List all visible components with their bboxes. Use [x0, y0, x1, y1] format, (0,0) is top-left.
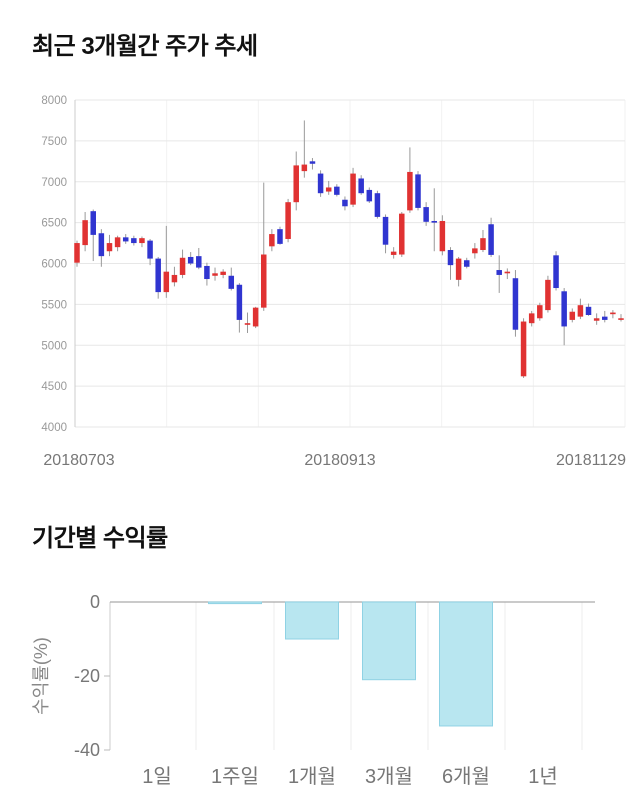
svg-text:0: 0	[90, 592, 100, 612]
svg-text:7500: 7500	[41, 136, 67, 148]
svg-text:6000: 6000	[41, 259, 67, 271]
svg-text:8000: 8000	[41, 95, 67, 107]
svg-text:3개월: 3개월	[365, 765, 413, 788]
svg-text:4000: 4000	[41, 422, 67, 434]
candlestick-chart: 8000 7500 7000 6500 6000 5500 5000 4500 4000 2018…	[41, 95, 626, 469]
svg-text:20180703: 20180703	[43, 452, 114, 469]
svg-text:수익률(%): 수익률(%)	[31, 637, 51, 715]
svg-text:20180913: 20180913	[304, 452, 375, 469]
svg-text:7000: 7000	[41, 177, 67, 189]
svg-text:1년: 1년	[528, 765, 558, 788]
svg-text:5500: 5500	[41, 299, 67, 311]
svg-text:1일: 1일	[142, 765, 172, 788]
candle-chart-title: 최근 3개월간 주가 추세	[32, 33, 258, 60]
svg-text:4500: 4500	[41, 381, 67, 393]
bar-chart-title: 기간별 수익률	[32, 525, 168, 552]
svg-text:6500: 6500	[41, 218, 67, 230]
svg-text:1주일: 1주일	[211, 765, 259, 788]
svg-text:20181129: 20181129	[556, 452, 626, 469]
svg-text:-20: -20	[74, 666, 100, 686]
period-return-bar-chart: 0 -20 -40 1일 1주일 1개월 3개월 6개월 1년 수익률(%)	[31, 592, 595, 788]
svg-text:5000: 5000	[41, 340, 67, 352]
svg-text:-40: -40	[74, 740, 100, 760]
svg-text:1개월: 1개월	[288, 765, 336, 788]
svg-text:6개월: 6개월	[442, 765, 490, 788]
